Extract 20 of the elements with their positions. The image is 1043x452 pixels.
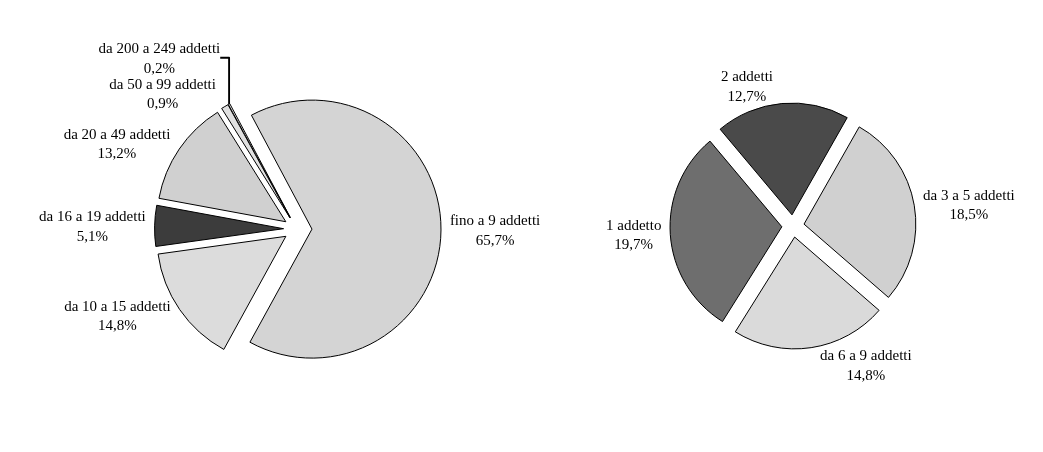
slice-label: da 200 a 249 addetti [98,40,221,57]
slice-label: da 16 a 19 addetti [39,208,146,225]
slice-label: da 3 a 5 addetti [923,186,1015,203]
data-label: 5,1% [76,227,109,244]
slice-label: 2 addetti [720,68,773,85]
data-label: 0,9% [146,95,179,112]
data-label: 13,2% [97,145,137,162]
data-label: 18,5% [949,206,989,223]
slice-label: da 50 a 99 addetti [109,75,216,92]
data-label: 0,2% [143,59,176,76]
slice-label: da 10 a 15 addetti [64,297,171,314]
slice-label: fino a 9 addetti [449,212,541,229]
data-label: 14,8% [846,366,886,383]
data-label: 14,8% [98,317,137,334]
data-label: 65,7% [475,231,515,248]
slice-label: da 20 a 49 addetti [63,125,171,142]
slice-label: da 6 a 9 addetti [820,347,912,364]
data-label: 12,7% [727,87,767,104]
data-label: 19,7% [614,236,654,253]
slice-label: 1 addetto [606,216,662,233]
